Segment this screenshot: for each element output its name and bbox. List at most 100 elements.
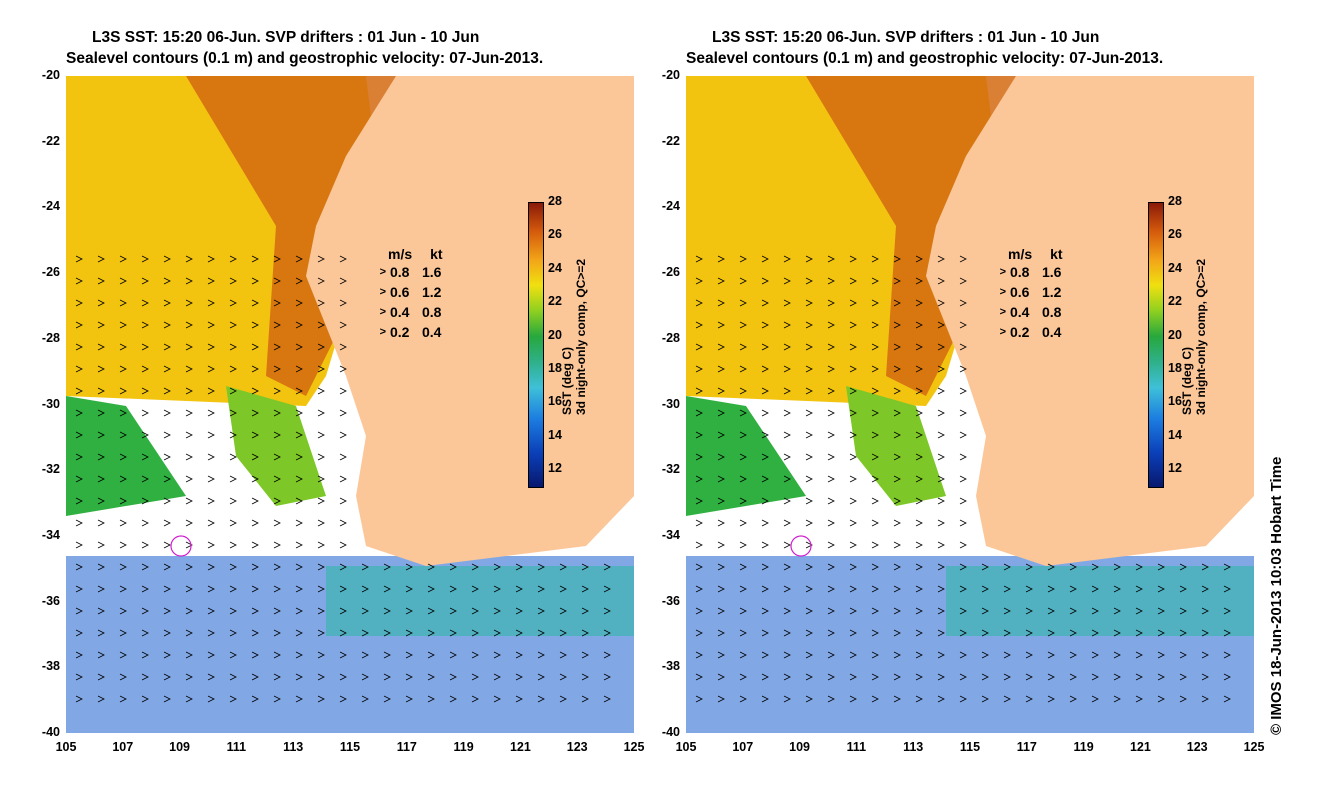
velocity-vector — [849, 629, 857, 637]
x-tick-label: 119 — [453, 740, 474, 754]
colorbar-tick: 18 — [1168, 361, 1182, 376]
velocity-vector — [1003, 695, 1011, 703]
velocity-vector — [493, 629, 501, 637]
velocity-vector — [317, 497, 325, 505]
velocity-vector — [915, 497, 923, 505]
velocity-vector — [937, 585, 945, 593]
velocity-vector — [339, 321, 347, 329]
velocity-vector — [207, 453, 215, 461]
velocity-vector — [915, 365, 923, 373]
velocity-vector — [229, 343, 237, 351]
velocity-vector — [317, 409, 325, 417]
velocity-vector — [141, 321, 149, 329]
velocity-vector — [163, 695, 171, 703]
velocity-vector — [229, 585, 237, 593]
velocity-vector — [317, 343, 325, 351]
velocity-vector — [717, 497, 725, 505]
legend-kt: 0.8 — [422, 304, 442, 320]
velocity-vector — [515, 651, 523, 659]
velocity-vector — [493, 585, 501, 593]
velocity-vector — [849, 651, 857, 659]
velocity-vector — [959, 277, 967, 285]
velocity-vector — [1157, 585, 1165, 593]
velocity-vector — [849, 497, 857, 505]
velocity-vector — [339, 343, 347, 351]
legend-row: >0.8 1.6 — [988, 262, 1063, 282]
legend-ms: 0.8 — [1010, 264, 1030, 280]
velocity-vector — [515, 607, 523, 615]
velocity-vector — [427, 607, 435, 615]
velocity-vector — [295, 607, 303, 615]
y-tick-label: -38 — [41, 659, 60, 674]
velocity-vector — [163, 321, 171, 329]
velocity-vector — [185, 431, 193, 439]
x-tick-label: 109 — [789, 740, 811, 754]
velocity-vector — [761, 431, 769, 439]
velocity-vector — [717, 365, 725, 373]
y-tick-label: -30 — [41, 396, 60, 411]
velocity-vector — [229, 519, 237, 527]
velocity-vector — [871, 321, 879, 329]
velocity-vector — [207, 541, 215, 549]
velocity-vector — [141, 409, 149, 417]
velocity-vector — [405, 585, 413, 593]
legend-row: >0.6 1.2 — [368, 282, 443, 302]
colorbar-tick: 20 — [1168, 327, 1182, 342]
x-tick-label: 105 — [55, 740, 77, 754]
velocity-vector — [317, 453, 325, 461]
velocity-vector — [739, 343, 747, 351]
legend-row: >0.8 1.6 — [368, 262, 443, 282]
velocity-vector — [449, 607, 457, 615]
velocity-vector — [185, 299, 193, 307]
velocity-vector — [1047, 563, 1055, 571]
velocity-vector — [1113, 585, 1121, 593]
velocity-vector — [1113, 673, 1121, 681]
sst-map — [686, 76, 1254, 733]
colorbar-label: SST (deg C) 3d night-only comp, QC>=2 — [560, 259, 588, 415]
velocity-vector — [915, 343, 923, 351]
velocity-vector — [603, 585, 611, 593]
velocity-vector — [871, 629, 879, 637]
velocity-vector — [119, 255, 127, 263]
velocity-vector — [717, 409, 725, 417]
velocity-vector — [449, 563, 457, 571]
velocity-vector — [97, 585, 105, 593]
velocity-vector — [185, 585, 193, 593]
velocity-vector — [603, 695, 611, 703]
velocity-vector — [207, 695, 215, 703]
velocity-vector — [273, 673, 281, 681]
velocity-legend: m/s kt >0.8 1.6 >0.6 1.2 >0.4 0.8 >0.2 0.4 — [988, 246, 1063, 342]
velocity-vector — [163, 497, 171, 505]
velocity-vector — [1223, 673, 1231, 681]
velocity-vector — [827, 673, 835, 681]
velocity-vector — [581, 585, 589, 593]
velocity-vector — [849, 673, 857, 681]
velocity-vector — [915, 563, 923, 571]
colorbar-tick: 16 — [1168, 394, 1182, 409]
sst-cool-patch — [686, 396, 806, 516]
velocity-vector — [229, 475, 237, 483]
velocity-vector — [739, 255, 747, 263]
velocity-vector — [207, 343, 215, 351]
velocity-vector — [717, 563, 725, 571]
velocity-vector — [449, 651, 457, 659]
velocity-vector — [163, 607, 171, 615]
velocity-vector — [317, 321, 325, 329]
velocity-vector — [937, 277, 945, 285]
velocity-vector — [827, 431, 835, 439]
velocity-vector — [295, 299, 303, 307]
velocity-vector — [1179, 563, 1187, 571]
velocity-vector — [981, 673, 989, 681]
velocity-vector — [783, 695, 791, 703]
velocity-vector — [207, 299, 215, 307]
velocity-vector — [915, 607, 923, 615]
velocity-vector — [937, 541, 945, 549]
velocity-vector — [783, 607, 791, 615]
velocity-vector — [493, 607, 501, 615]
velocity-vector — [1069, 651, 1077, 659]
velocity-vector — [75, 299, 83, 307]
velocity-vector — [141, 453, 149, 461]
x-tick-label: 121 — [1129, 740, 1151, 754]
colorbar-tick: 28 — [1168, 194, 1182, 208]
x-tick-label: 123 — [566, 740, 588, 754]
